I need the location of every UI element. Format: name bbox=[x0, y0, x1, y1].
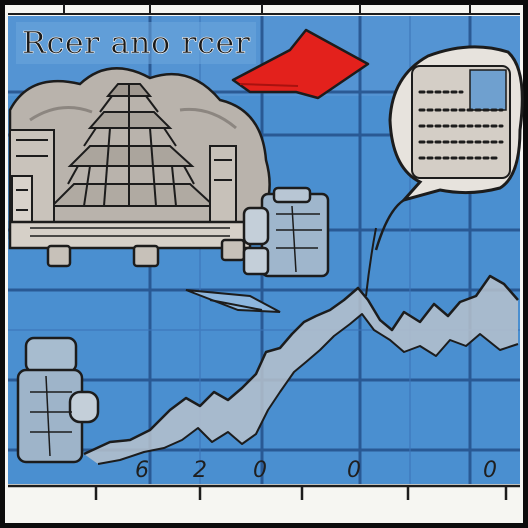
page-title: Rcer ano rcer bbox=[22, 26, 250, 61]
x-tick-label: 2 bbox=[190, 458, 210, 483]
x-tick-label: 0 bbox=[480, 458, 500, 483]
x-tick-label: 6 bbox=[132, 458, 152, 483]
x-tick-label: 0 bbox=[344, 458, 364, 483]
x-tick-label: 0 bbox=[250, 458, 270, 483]
keyboard-icon bbox=[412, 66, 510, 178]
